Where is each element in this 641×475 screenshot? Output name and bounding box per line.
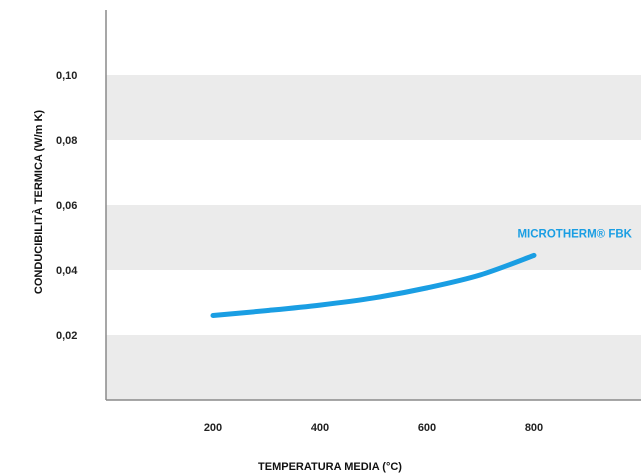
y-tick-label: 0,08 (56, 135, 77, 147)
x-ticks: 200 400 600 800 (204, 422, 543, 434)
grid-band (106, 205, 641, 270)
y-tick-label: 0,02 (56, 330, 77, 342)
series-line (210, 252, 537, 318)
y-axis-title: CONDUCIBILITÀ TERMICA (W/m K) (32, 110, 45, 294)
y-tick-label: 0,06 (56, 200, 77, 212)
x-tick-label: 600 (418, 422, 436, 434)
x-tick-label: 200 (204, 422, 222, 434)
y-ticks: 0,02 0,04 0,06 0,08 0,10 (56, 70, 78, 342)
grid-band (106, 75, 641, 140)
plot-bands (106, 75, 641, 400)
x-tick-label: 800 (525, 422, 543, 434)
grid-band (106, 335, 641, 400)
x-tick-label: 400 (311, 422, 329, 434)
y-tick-label: 0,10 (56, 70, 77, 82)
x-axis-title: TEMPERATURA MEDIA (°C) (258, 461, 402, 473)
y-tick-label: 0,04 (56, 265, 78, 277)
series-label: MICROTHERM® FBK (517, 228, 632, 240)
